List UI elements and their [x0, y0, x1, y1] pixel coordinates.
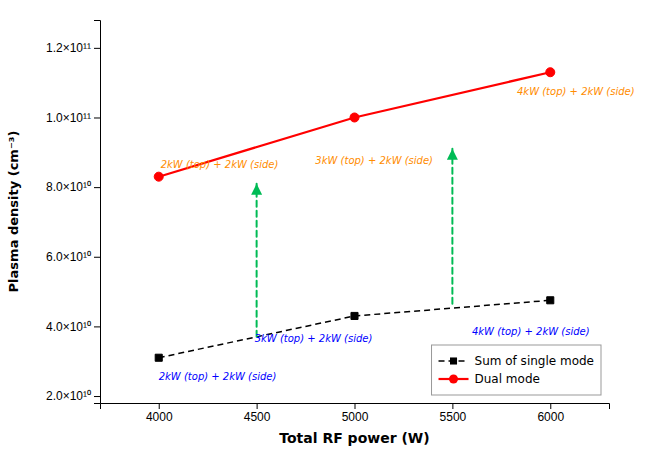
x-axis-title: Total RF power (W) [279, 430, 429, 446]
chart: 4000 4500 5000 5500 6000 2.0×10¹⁰ 4.0×10¹⁰ 6.0×… [0, 0, 654, 455]
legend: Sum of single mode Dual mode [432, 345, 601, 395]
x-tick-mark [257, 403, 258, 409]
annotations: 2kW (top) + 2kW (side) 3kW (top) + 2kW (s… [159, 86, 635, 383]
y-tick-label: 2.0×10¹⁰ [46, 389, 91, 403]
series [154, 68, 555, 181]
y-tick: 2.0×10¹⁰ [46, 389, 100, 403]
legend-label: Sum of single mode [475, 354, 594, 368]
annotation: 4kW (top) + 2kW (side) [472, 326, 590, 337]
y-axis-line [94, 21, 101, 404]
plot-area [154, 68, 555, 362]
annotation: 3kW (top) + 2kW (side) [315, 155, 433, 166]
y-tick-mark [94, 257, 100, 258]
x-tick: 4500 [244, 403, 271, 424]
x-tick-label: 4500 [244, 410, 271, 424]
series-marker [351, 312, 358, 319]
x-tick-mark [355, 403, 356, 409]
series-marker [155, 354, 162, 361]
series-marker [350, 113, 359, 122]
annotation: 3kW (top) + 2kW (side) [255, 333, 373, 344]
x-tick: 4000 [146, 403, 173, 424]
x-tick-mark [452, 403, 453, 409]
annotation: 2kW (top) + 2kW (side) [161, 159, 279, 170]
annotation: 2kW (top) + 2kW (side) [159, 371, 277, 382]
x-tick-label: 5500 [440, 410, 467, 424]
y-tick-label: 1.0×10¹¹ [46, 111, 91, 125]
legend-marker [449, 374, 458, 383]
x-tick: 5000 [342, 403, 369, 424]
series-marker [546, 68, 555, 77]
y-tick-mark [94, 396, 100, 397]
y-tick: 1.2×10¹¹ [46, 41, 100, 55]
y-tick: 6.0×10¹⁰ [46, 250, 100, 264]
x-axis: 4000 4500 5000 5500 6000 [101, 403, 610, 424]
x-axis-line [101, 404, 610, 410]
y-tick-mark [94, 117, 100, 118]
legend-label: Dual mode [475, 372, 540, 386]
y-tick-label: 1.2×10¹¹ [46, 41, 91, 55]
y-tick-label: 6.0×10¹⁰ [46, 250, 91, 264]
x-tick-label: 5000 [342, 410, 369, 424]
x-tick-label: 4000 [146, 410, 173, 424]
annotation: 4kW (top) + 2kW (side) [517, 86, 635, 97]
y-axis-title: Plasma density (cm⁻³) [6, 131, 21, 293]
series-marker [547, 297, 554, 304]
y-axis: 2.0×10¹⁰ 4.0×10¹⁰ 6.0×10¹⁰ 8.0×10¹⁰ 1.0×10¹¹… [46, 21, 101, 404]
y-tick: 4.0×10¹⁰ [46, 320, 100, 334]
y-tick-label: 8.0×10¹⁰ [46, 180, 91, 194]
x-tick: 6000 [537, 403, 564, 424]
series-marker [154, 172, 163, 181]
x-tick: 5500 [440, 403, 467, 424]
y-tick-mark [94, 326, 100, 327]
legend-marker [450, 357, 457, 364]
y-tick-mark [94, 187, 100, 188]
arrow [451, 149, 453, 304]
y-tick: 1.0×10¹¹ [46, 111, 100, 125]
series-line [159, 72, 551, 176]
arrow [256, 184, 258, 337]
x-tick-mark [550, 403, 551, 409]
legend-box [432, 345, 601, 395]
x-tick-label: 6000 [537, 410, 564, 424]
x-tick-mark [159, 403, 160, 409]
y-tick-mark [94, 48, 100, 49]
y-tick-label: 4.0×10¹⁰ [46, 320, 91, 334]
y-tick: 8.0×10¹⁰ [46, 180, 100, 194]
